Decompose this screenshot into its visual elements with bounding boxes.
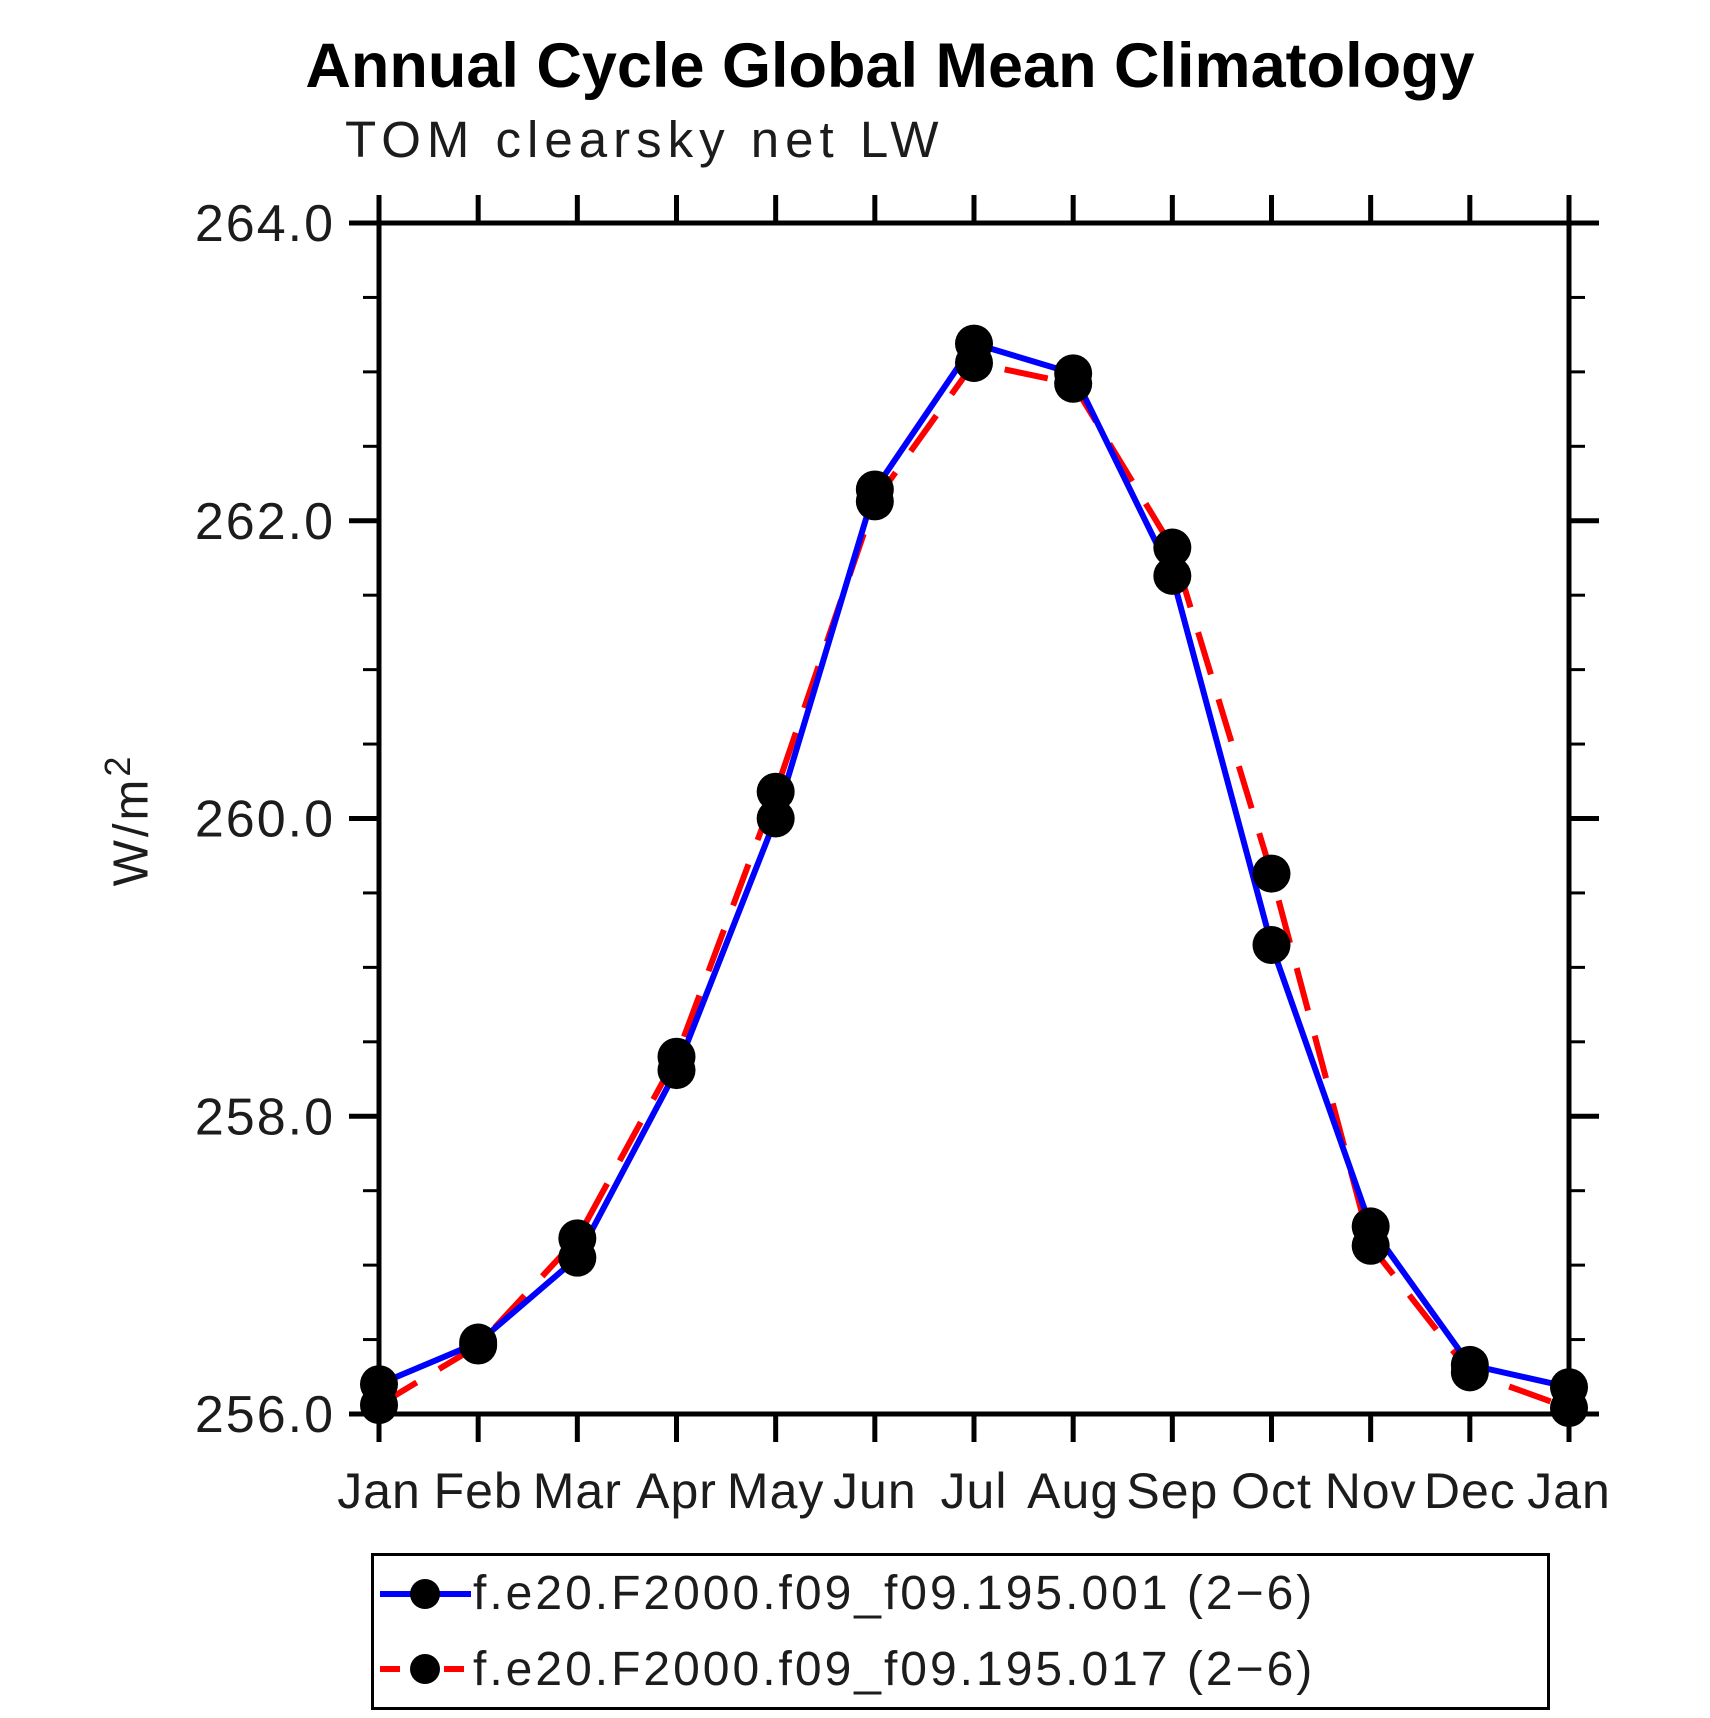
legend-marker-solid-blue [380, 1578, 471, 1609]
legend-box: f.e20.F2000.f09_f09.195.001 (2−6) f.e20.… [371, 1553, 1550, 1710]
x-tick-label: Sep [1126, 1463, 1218, 1519]
y-tick-label: 262.0 [195, 493, 335, 551]
data-point-marker [1153, 528, 1192, 567]
axis-frame [376, 220, 1572, 1417]
y-tick-label: 264.0 [195, 195, 335, 253]
data-point-marker [657, 1037, 696, 1076]
chart-title: Annual Cycle Global Mean Climatology [305, 31, 1475, 101]
legend-label-series-001: f.e20.F2000.f09_f09.195.001 (2−6) [473, 1567, 1316, 1621]
y-axis-unit-exponent: 2 [97, 753, 138, 777]
series-line-001 [377, 340, 1570, 1391]
data-point-marker [1153, 556, 1192, 595]
y-tick-label: 256.0 [195, 1386, 335, 1444]
x-tick-label: Aug [1027, 1463, 1119, 1519]
y-axis-unit-base: W/m [104, 776, 159, 887]
data-point-marker [955, 343, 993, 382]
data-point-marker [1450, 1353, 1489, 1392]
data-point-marker [855, 482, 894, 521]
data-point-marker [360, 1386, 398, 1425]
y-tick-label: 260.0 [195, 791, 335, 849]
data-point-marker [1054, 364, 1093, 403]
legend-item: f.e20.F2000.f09_f09.195.001 (2−6) [374, 1566, 1547, 1621]
x-tick-label: Dec [1424, 1463, 1516, 1519]
x-tick-label: Jul [941, 1463, 1008, 1519]
x-tick-label: Nov [1325, 1463, 1417, 1519]
x-tick-label: Jan [337, 1463, 421, 1519]
legend-marker-dashed-red [380, 1654, 471, 1685]
chart-subtitle: TOM clearsky net LW [345, 111, 945, 168]
data-point-marker [1252, 926, 1291, 965]
y-tick-label: 258.0 [195, 1088, 335, 1146]
x-tick-label: May [727, 1463, 824, 1519]
legend-item: f.e20.F2000.f09_f09.195.017 (2−6) [374, 1642, 1547, 1697]
data-point-marker [756, 772, 795, 811]
data-point-marker [459, 1326, 498, 1365]
data-point-marker [558, 1219, 597, 1258]
y-axis-unit-label: W/m2 [97, 660, 159, 980]
x-tick-label: Apr [636, 1463, 717, 1519]
x-tick-label: Jan [1527, 1463, 1611, 1519]
data-point-marker [1252, 854, 1291, 893]
x-tick-label: Mar [533, 1463, 622, 1519]
x-tick-label: Jun [833, 1463, 917, 1519]
data-point-marker [756, 799, 795, 838]
x-tick-label: Oct [1231, 1463, 1312, 1519]
data-point-marker [1550, 1389, 1588, 1428]
x-tick-label: Feb [434, 1463, 523, 1519]
data-point-marker [1351, 1226, 1390, 1265]
legend-label-series-017: f.e20.F2000.f09_f09.195.017 (2−6) [473, 1642, 1316, 1696]
